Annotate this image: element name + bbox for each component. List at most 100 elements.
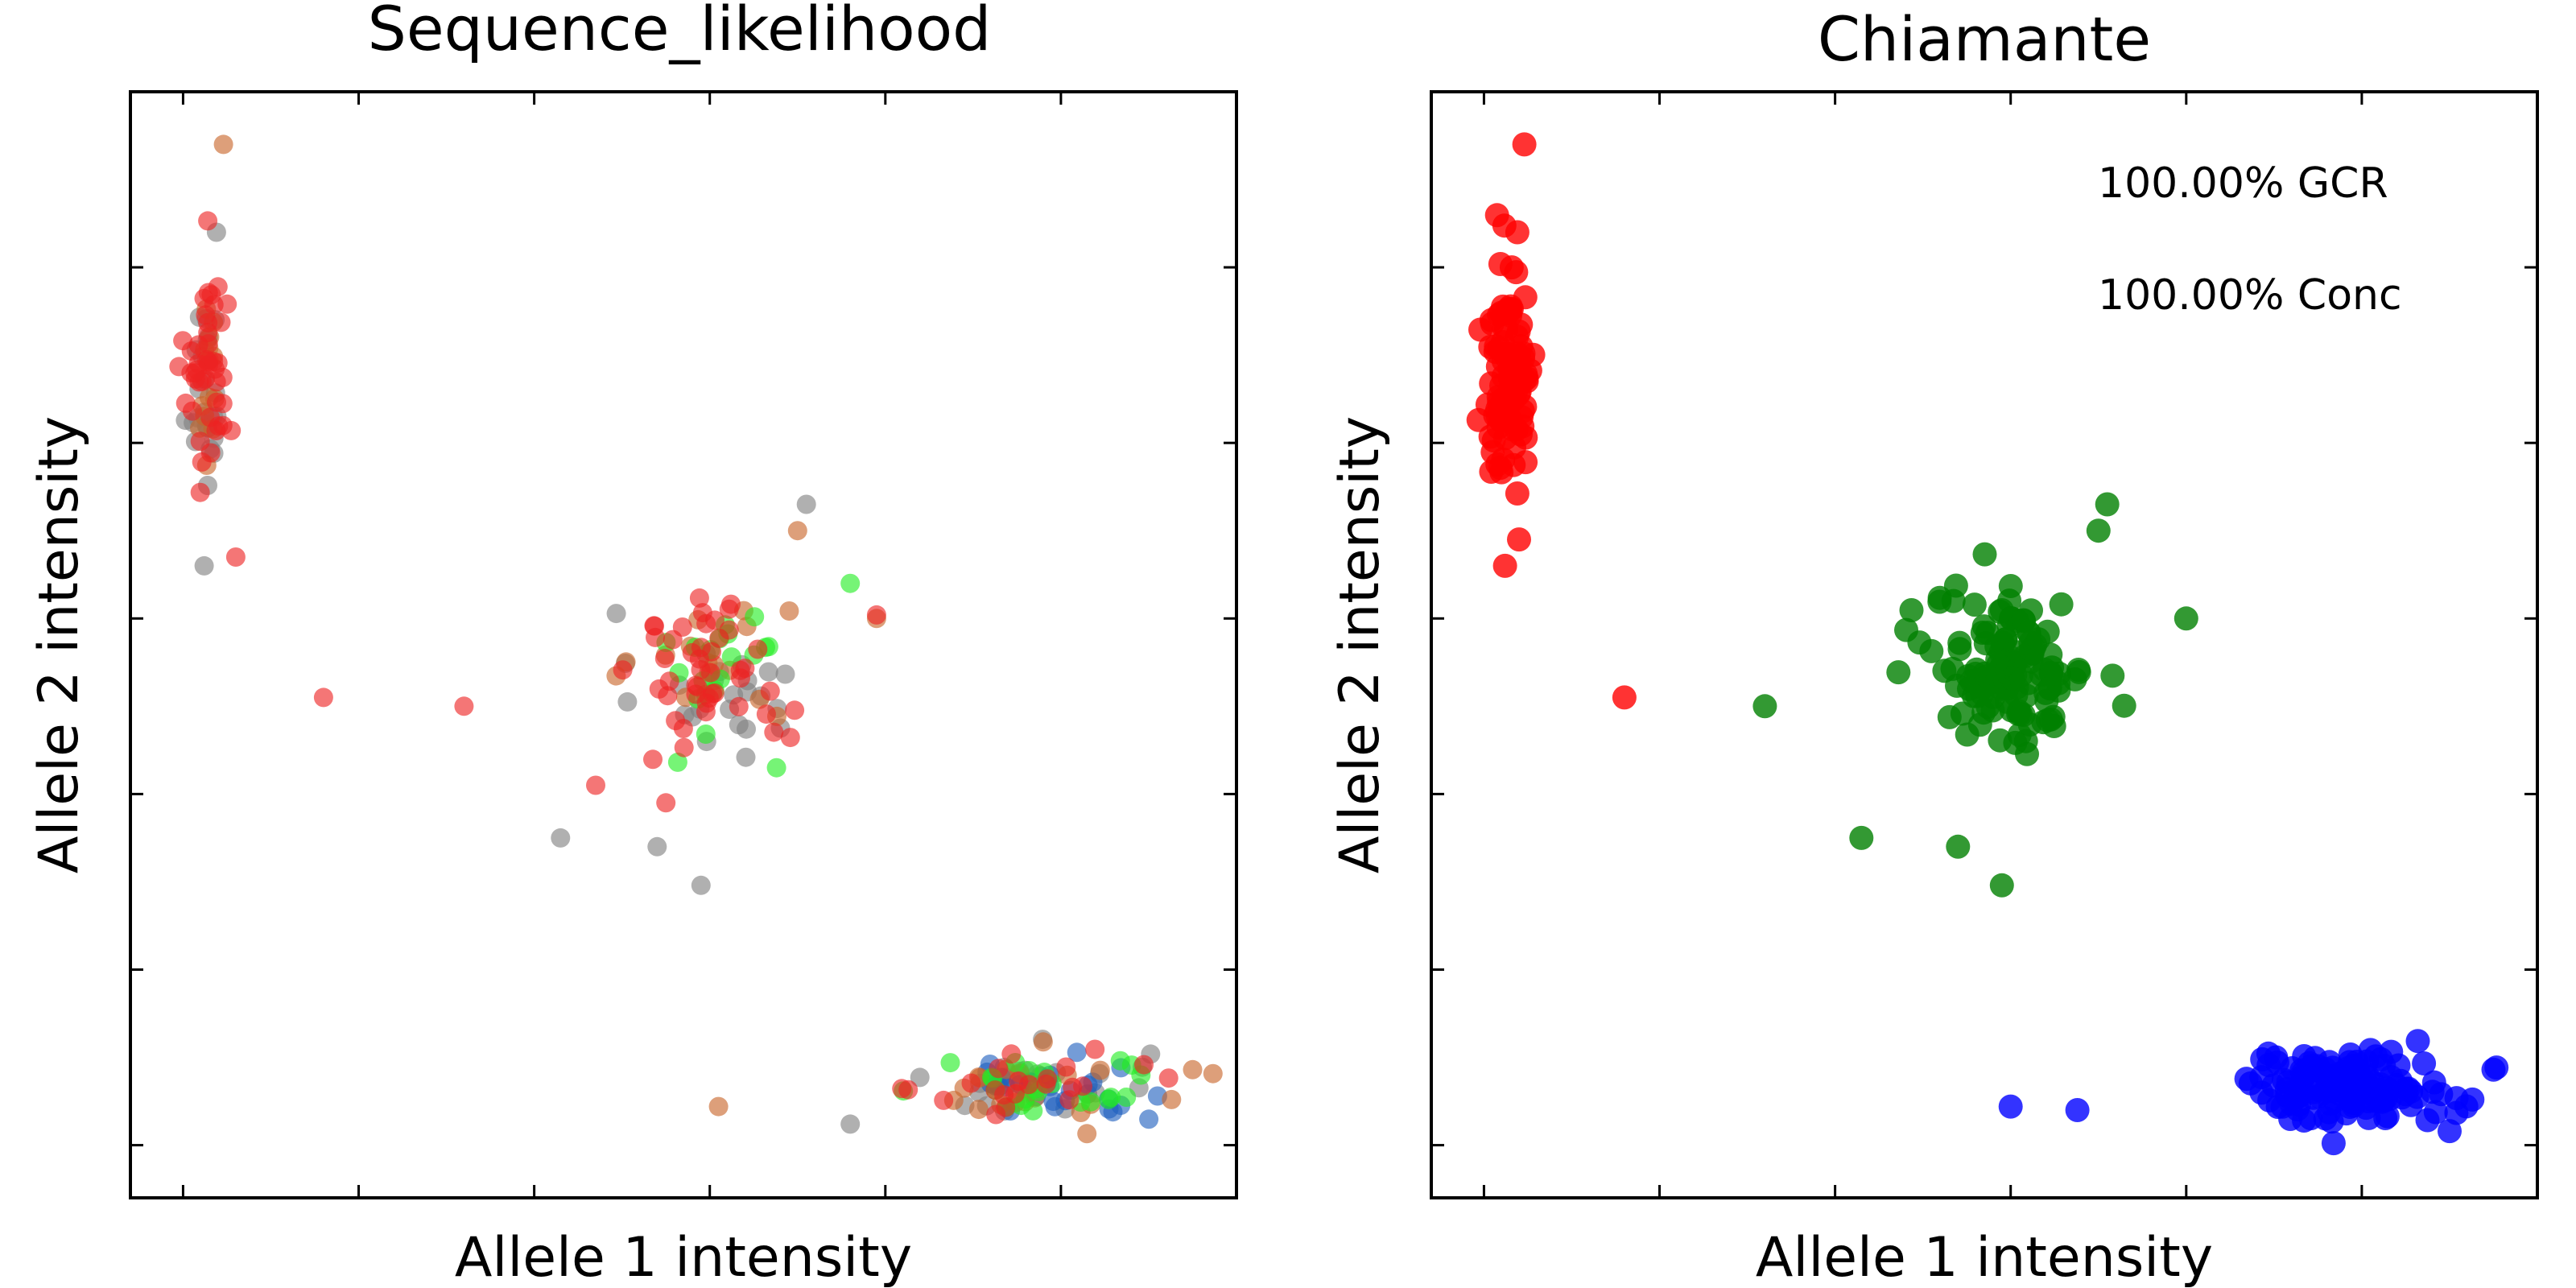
data-point	[190, 482, 210, 502]
data-point	[780, 728, 800, 748]
data-point	[2007, 722, 2032, 747]
data-point	[643, 749, 663, 770]
data-point	[1946, 834, 1971, 859]
data-point	[206, 372, 226, 392]
x-axis-label: Allele 1 intensity	[455, 1226, 912, 1288]
data-point	[198, 211, 218, 231]
data-point	[654, 649, 675, 668]
data-point	[748, 639, 768, 659]
concordance-annotation: 100.00% Conc	[2098, 271, 2402, 320]
data-point	[1479, 460, 1504, 484]
data-point	[2373, 1106, 2398, 1130]
data-point	[1993, 627, 2018, 652]
data-point	[840, 573, 861, 593]
data-point	[2405, 1029, 2430, 1054]
data-point	[613, 660, 633, 680]
data-point	[1158, 1068, 1179, 1088]
data-point	[1487, 336, 1512, 361]
data-point	[1139, 1109, 1159, 1129]
data-point	[1927, 589, 1952, 614]
data-point	[1505, 220, 1530, 245]
data-point	[1033, 1032, 1053, 1052]
data-point	[1479, 371, 1504, 396]
data-point	[1989, 873, 2014, 898]
data-point	[606, 604, 626, 624]
data-point	[2174, 606, 2198, 631]
data-point	[2015, 741, 2039, 766]
data-point	[1507, 527, 1531, 552]
data-point	[1080, 1092, 1100, 1112]
data-point	[787, 521, 807, 541]
data-point	[2112, 693, 2136, 718]
data-point	[1484, 203, 1509, 228]
data-point	[996, 1097, 1016, 1117]
data-point	[667, 752, 687, 772]
data-point	[775, 664, 795, 684]
data-point	[1975, 671, 2000, 695]
data-point	[736, 747, 756, 767]
data-point	[198, 283, 218, 303]
panel-title: Chiamante	[1818, 3, 2151, 75]
data-point	[2321, 1131, 2346, 1156]
data-point	[1973, 631, 1998, 656]
data-point	[211, 312, 231, 332]
data-point	[892, 1079, 912, 1099]
data-point	[785, 700, 805, 720]
data-point	[760, 681, 780, 701]
data-point	[1899, 598, 1924, 622]
data-point	[656, 793, 676, 813]
data-point	[1110, 1051, 1130, 1071]
data-point	[674, 737, 694, 758]
scatter-points	[169, 134, 1223, 1144]
data-point	[1056, 1057, 1076, 1077]
data-point	[2100, 663, 2125, 688]
data-point	[692, 603, 712, 623]
data-point	[666, 711, 686, 731]
data-point	[173, 331, 193, 351]
data-point	[764, 722, 784, 742]
data-point	[2065, 1098, 2090, 1122]
data-point	[1085, 1039, 1105, 1059]
data-point	[745, 607, 765, 627]
panel-chiamante: Chiamante Allele 1 intensity Allele 2 in…	[1328, 3, 2539, 1288]
data-point	[2049, 592, 2074, 617]
data-point	[1203, 1063, 1223, 1084]
data-point	[221, 420, 242, 440]
data-point	[1962, 592, 1987, 617]
data-point	[1506, 343, 1531, 368]
data-point	[691, 875, 711, 895]
data-point	[551, 828, 571, 848]
data-point	[989, 1059, 1009, 1079]
data-point	[709, 628, 729, 648]
data-point	[1498, 378, 1523, 403]
data-point	[1493, 405, 1518, 430]
data-point	[1994, 659, 2019, 684]
data-point	[659, 671, 679, 691]
data-point	[454, 696, 474, 716]
plot-frame	[1430, 90, 2539, 1199]
axis-ticks	[130, 90, 1238, 1198]
data-point	[617, 691, 638, 712]
data-point	[730, 660, 750, 680]
data-point	[1059, 1090, 1080, 1110]
data-point	[672, 617, 692, 637]
x-axis-label: Allele 1 intensity	[1756, 1226, 2213, 1288]
data-point	[1038, 1069, 1058, 1089]
data-point	[840, 1114, 861, 1134]
data-point	[198, 323, 218, 343]
data-point	[586, 775, 605, 795]
data-point	[1512, 132, 1537, 157]
data-point	[2481, 1057, 2506, 1082]
data-point	[2040, 655, 2065, 680]
data-point	[1989, 598, 2014, 622]
data-point	[185, 369, 205, 389]
data-point	[910, 1067, 930, 1088]
data-point	[2388, 1068, 2413, 1093]
data-point	[1077, 1124, 1097, 1144]
data-point	[1023, 1100, 1043, 1121]
data-point	[1183, 1059, 1203, 1080]
data-point	[1505, 481, 1530, 506]
data-point	[2423, 1100, 2448, 1125]
data-point	[719, 599, 739, 619]
gcr-annotation: 100.00% GCR	[2098, 159, 2388, 208]
